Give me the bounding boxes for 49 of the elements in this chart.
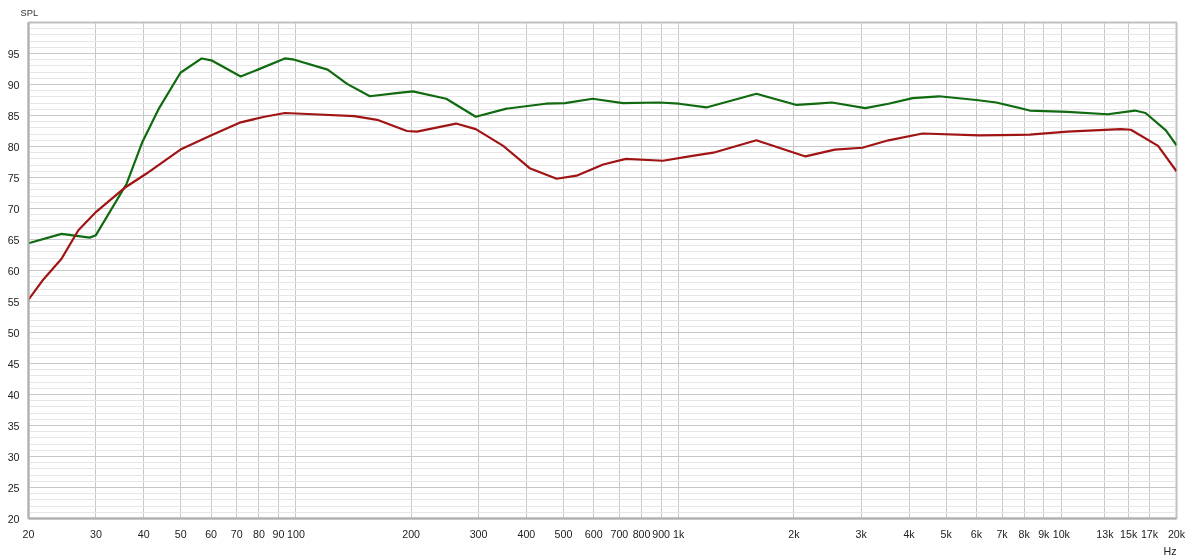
y-tick-label: 50	[7, 326, 20, 339]
y-tick-label: 70	[7, 202, 20, 215]
x-tick-label: 400	[517, 527, 536, 540]
x-tick-label: 10k	[1052, 527, 1071, 540]
x-tick-label: 700	[610, 527, 629, 540]
x-tick-label: 15k	[1120, 527, 1138, 540]
y-tick-label: 65	[7, 233, 20, 246]
x-tick-label: 100	[287, 527, 305, 540]
x-tick-label: 9k	[1038, 527, 1051, 540]
y-tick-label: 20	[7, 512, 20, 525]
y-tick-label: 45	[7, 357, 20, 370]
x-tick-label: 80	[252, 527, 265, 540]
x-tick-label: 200	[402, 527, 421, 540]
x-tick-label: 17k	[1140, 527, 1159, 540]
y-tick-label: 30	[7, 450, 20, 463]
x-tick-label: 20k	[1167, 527, 1186, 540]
x-tick-label: 900	[652, 527, 671, 540]
x-tick-label: 2k	[788, 527, 801, 540]
y-tick-label: 75	[7, 171, 20, 184]
x-tick-label: 4k	[903, 527, 916, 540]
y-tick-label: 60	[7, 264, 20, 277]
x-tick-label: 8k	[1018, 527, 1031, 540]
x-tick-label: 7k	[996, 527, 1009, 540]
x-tick-label: 800	[632, 527, 651, 540]
x-tick-label: 50	[174, 527, 187, 540]
x-tick-label: 6k	[970, 527, 983, 540]
x-tick-label: 600	[584, 527, 603, 540]
x-tick-label: 5k	[940, 527, 953, 540]
y-tick-label: 95	[7, 47, 20, 60]
x-tick-label: 20	[22, 527, 35, 540]
x-tick-label: 3k	[855, 527, 868, 540]
y-tick-label: 85	[7, 109, 20, 122]
y-axis-title: SPL	[20, 7, 39, 18]
y-tick-label: 40	[7, 388, 20, 401]
x-tick-label: 500	[554, 527, 573, 540]
x-tick-label: 70	[230, 527, 243, 540]
x-tick-label: 60	[205, 527, 218, 540]
y-tick-label: 55	[7, 295, 20, 308]
x-axis-title: Hz	[1163, 544, 1177, 556]
x-tick-label: 40	[137, 527, 150, 540]
x-tick-label: 13k	[1096, 527, 1115, 540]
y-tick-label: 80	[7, 140, 20, 153]
y-tick-label: 35	[7, 419, 20, 432]
x-tick-label: 300	[469, 527, 488, 540]
x-tick-label: 30	[89, 527, 102, 540]
y-tick-label: 25	[7, 481, 20, 494]
x-tick-label: 1k	[673, 527, 685, 540]
x-tick-label: 90	[272, 527, 285, 540]
y-tick-label: 90	[7, 78, 20, 91]
